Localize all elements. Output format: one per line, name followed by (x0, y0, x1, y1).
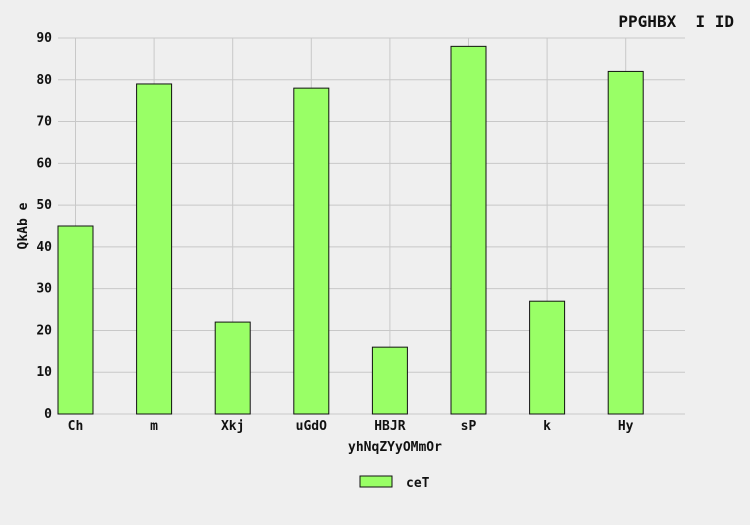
x-tick-label: Ch (68, 419, 84, 434)
y-axis-label: QkAb e (16, 202, 31, 249)
y-tick-label: 20 (36, 323, 52, 338)
y-tick-label: 50 (36, 198, 52, 213)
x-tick-label: Xkj (221, 419, 244, 434)
legend-swatch (359, 475, 393, 488)
y-tick-label: 30 (36, 282, 52, 297)
legend-label: ceT (406, 476, 430, 491)
y-tick-label: 10 (36, 365, 52, 380)
x-tick-label: HBJR (374, 419, 405, 434)
y-tick-label: 0 (44, 407, 52, 422)
y-tick-label: 40 (36, 240, 52, 255)
x-tick-labels: Ch m Xkj uGdO HBJR sP k Hy (68, 419, 634, 434)
bar-Hy (607, 70, 644, 415)
x-tick-label: uGdO (296, 419, 327, 434)
x-tick-label: m (150, 419, 158, 434)
y-tick-label: 90 (36, 31, 52, 46)
bar-m (136, 83, 173, 415)
y-tick-label: 70 (36, 115, 52, 130)
y-tick-labels: 0 10 20 30 40 50 60 70 80 90 (36, 31, 52, 422)
legend: ceT (359, 475, 430, 491)
y-tick-label: 80 (36, 73, 52, 88)
x-axis-label: yhNqZYyOMmOr (348, 440, 442, 455)
bar-sP (450, 45, 487, 415)
x-tick-label: Hy (618, 419, 634, 434)
x-tick-label: sP (461, 419, 477, 434)
bar-k (529, 300, 566, 415)
y-tick-label: 60 (36, 156, 52, 171)
bars (57, 45, 644, 415)
bar-HBJR (371, 346, 408, 415)
chart-title: PPGHBX I ID (618, 12, 734, 31)
bar-Xkj (214, 321, 251, 415)
x-tick-label: k (543, 419, 551, 434)
bar-uGdO (293, 87, 330, 415)
bar-Ch (57, 225, 94, 415)
